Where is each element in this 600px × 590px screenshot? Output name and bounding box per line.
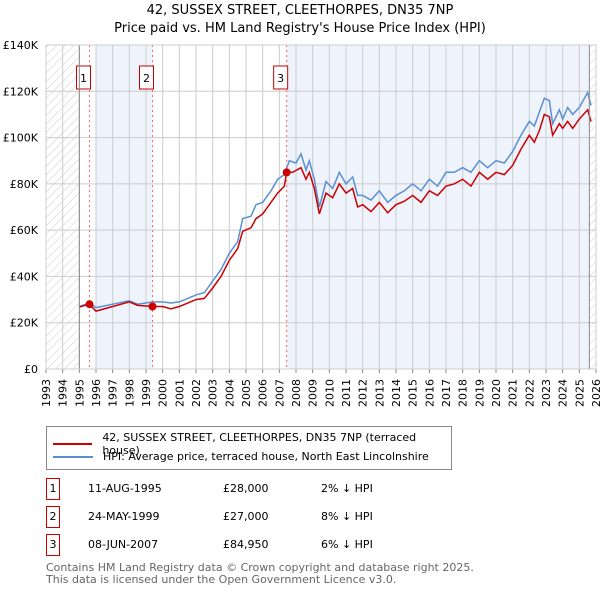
sale-label: 2 bbox=[143, 72, 150, 85]
x-tick-label: 2023 bbox=[540, 379, 553, 407]
x-tick-label: 2010 bbox=[323, 379, 336, 407]
sale-row: 1 11-AUG-1995 £28,000 2% ↓ HPI bbox=[46, 478, 446, 500]
x-tick-label: 2022 bbox=[523, 379, 536, 407]
legend-item-property: 42, SUSSEX STREET, CLEETHORPES, DN35 7NP… bbox=[53, 431, 451, 457]
sale-price: £84,950 bbox=[223, 538, 269, 551]
x-tick-label: 1999 bbox=[140, 379, 153, 407]
x-tick-label: 2000 bbox=[157, 379, 170, 407]
x-tick-label: 2016 bbox=[423, 379, 436, 407]
y-tick-label: £120K bbox=[3, 85, 39, 98]
y-tick-label: £60K bbox=[10, 224, 39, 237]
sale-date: 08-JUN-2007 bbox=[88, 538, 159, 551]
plot-area: 1 2 3 1993 1994 1995 1996 1997 1998 1999 2000 2001 2… bbox=[3, 39, 600, 407]
sale-number: 2 bbox=[46, 506, 60, 528]
sale-date: 24-MAY-1999 bbox=[88, 510, 160, 523]
x-tick-label: 2002 bbox=[190, 379, 203, 407]
x-tick-label: 2015 bbox=[407, 379, 420, 407]
plot-border bbox=[45, 44, 597, 370]
x-tick-label: 1993 bbox=[40, 379, 53, 407]
y-tick-label: £20K bbox=[10, 317, 39, 330]
x-tick-label: 2014 bbox=[390, 379, 403, 407]
y-tick-label: £0 bbox=[24, 363, 38, 376]
footer-line-1: Contains HM Land Registry data © Crown c… bbox=[46, 561, 474, 574]
x-tick-label: 2004 bbox=[223, 379, 236, 407]
x-tick-label: 2026 bbox=[590, 379, 600, 407]
sale-point bbox=[85, 300, 94, 309]
legend-item-hpi: HPI: Average price, terraced house, Nort… bbox=[53, 450, 429, 463]
shade-band bbox=[286, 45, 590, 369]
y-tick-label: £100K bbox=[3, 132, 39, 145]
legend-swatch-blue bbox=[53, 455, 93, 458]
y-tick-label: £140K bbox=[3, 39, 39, 52]
x-tick-label: 2013 bbox=[373, 379, 386, 407]
sale-hpi-diff: 8% ↓ HPI bbox=[321, 510, 373, 523]
sale-label-box bbox=[139, 65, 154, 90]
sale-row: 3 08-JUN-2007 £84,950 6% ↓ HPI bbox=[46, 534, 446, 556]
x-tick-label: 2008 bbox=[290, 379, 303, 407]
x-tick-label: 2024 bbox=[557, 379, 570, 407]
price-paid-line bbox=[79, 108, 592, 312]
sale-label-box bbox=[76, 65, 91, 90]
sale-hpi-diff: 6% ↓ HPI bbox=[321, 538, 373, 551]
x-tick-label: 2005 bbox=[240, 379, 253, 407]
sale-number: 1 bbox=[46, 478, 60, 500]
x-tick-label: 2019 bbox=[473, 379, 486, 407]
y-tick-label: £40K bbox=[10, 270, 39, 283]
sale-hpi-diff: 2% ↓ HPI bbox=[321, 482, 373, 495]
sale-row: 2 24-MAY-1999 £27,000 8% ↓ HPI bbox=[46, 506, 446, 528]
x-tick-label: 1996 bbox=[90, 379, 103, 407]
sale-price: £27,000 bbox=[223, 510, 269, 523]
hpi-line bbox=[79, 90, 592, 309]
x-tick-label: 2011 bbox=[340, 379, 353, 407]
sale-price: £28,000 bbox=[223, 482, 269, 495]
x-tick-label: 2006 bbox=[257, 379, 270, 407]
x-tick-label: 2025 bbox=[573, 379, 586, 407]
legend-label: 42, SUSSEX STREET, CLEETHORPES, DN35 7NP… bbox=[102, 431, 417, 457]
x-tick-label: 2021 bbox=[507, 379, 520, 407]
chart-title: 42, SUSSEX STREET, CLEETHORPES, DN35 7NP bbox=[146, 3, 454, 18]
x-tick-label: 2017 bbox=[440, 379, 453, 407]
sale-label: 3 bbox=[277, 72, 284, 85]
hatch-post-data bbox=[589, 45, 596, 369]
x-tick-label: 1995 bbox=[73, 379, 86, 407]
footer-line-2: This data is licensed under the Open Gov… bbox=[46, 573, 397, 586]
sale-number: 3 bbox=[46, 534, 60, 556]
x-tick-label: 2009 bbox=[307, 379, 320, 407]
x-tick-label: 1998 bbox=[123, 379, 136, 407]
x-tick-label: 1997 bbox=[107, 379, 120, 407]
x-tick-label: 2018 bbox=[457, 379, 470, 407]
x-tick-label: 2001 bbox=[173, 379, 186, 407]
sale-label: 1 bbox=[80, 72, 87, 85]
x-tick-label: 2012 bbox=[357, 379, 370, 407]
legend: 42, SUSSEX STREET, CLEETHORPES, DN35 7NP… bbox=[46, 426, 452, 470]
legend-swatch-red bbox=[53, 443, 93, 445]
legend-label: HPI: Average price, terraced house, Nort… bbox=[103, 450, 429, 463]
x-tick-label: 1994 bbox=[57, 379, 70, 407]
sale-date: 11-AUG-1995 bbox=[88, 482, 162, 495]
x-tick-label: 2007 bbox=[273, 379, 286, 407]
footer: Contains HM Land Registry data © Crown c… bbox=[46, 562, 474, 586]
x-tick-label: 2003 bbox=[207, 379, 220, 407]
shade-band bbox=[95, 45, 153, 369]
sale-point bbox=[282, 168, 291, 177]
chart-subtitle: Price paid vs. HM Land Registry's House … bbox=[114, 21, 486, 36]
y-tick-label: £80K bbox=[10, 178, 39, 191]
sale-point bbox=[148, 302, 157, 311]
sale-label-box bbox=[273, 65, 289, 90]
x-tick-label: 2020 bbox=[490, 379, 503, 407]
